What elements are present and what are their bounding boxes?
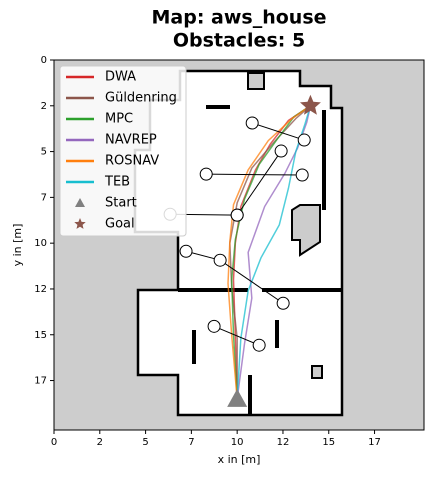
obstacle [179,244,193,258]
legend-label: Start [105,196,137,211]
obstacle-path [206,173,303,176]
trajectory [229,105,311,399]
x-tick-label: 2 [97,437,103,448]
x-tick-label: 5 [142,437,148,448]
x-tick-label: 12 [277,437,290,448]
obstacle [199,167,213,181]
wall [192,330,196,364]
y-tick-label: 5 [41,147,47,158]
wall [248,375,252,415]
y-tick-label: 0 [41,55,47,66]
legend-label: TEB [104,175,130,190]
y-tick-label: 7 [41,192,47,203]
trajectory [227,105,311,399]
x-tick-label: 7 [188,437,194,448]
y-tick-label: 17 [34,376,47,387]
wall [275,320,279,348]
x-tick-label: 17 [368,437,381,448]
obstacle [252,338,266,352]
x-tick-label: 0 [51,437,57,448]
map [133,69,344,417]
legend-label: DWA [105,70,136,85]
trajectory [230,105,311,399]
legend-label: Güldenring [105,91,177,106]
y-tick-label: 15 [34,330,47,341]
furniture [311,365,323,379]
legend-label: Goal [105,217,135,232]
start-marker [227,388,248,407]
obstacle [297,133,311,147]
obstacle [207,319,221,333]
obstacle [213,253,227,267]
chart-title: Map: aws_house [151,7,326,29]
wall [206,105,230,109]
wall [322,110,326,210]
obstacle [276,296,290,310]
x-tick-label: 15 [322,437,335,448]
y-tick-label: 12 [34,284,47,295]
obstacle-path [252,122,305,141]
legend-box [59,65,187,237]
obstacle [230,208,244,222]
legend-swatch [74,218,86,229]
chart-title: Obstacles: 5 [173,30,305,52]
legend-label: NAVREP [105,133,157,148]
y-axis-label: y in [m] [11,224,24,267]
trajectory [236,105,312,399]
x-axis-label: x in [m] [218,453,261,466]
y-tick-label: 2 [41,101,47,112]
y-tick-label: 10 [34,238,47,249]
trajectory [236,105,312,399]
obstacle [295,168,309,182]
obstacle [245,116,259,130]
legend-label: MPC [105,112,133,127]
x-tick-label: 10 [231,437,244,448]
wall [247,72,265,90]
legend-label: ROSNAV [105,154,159,169]
obstacle-path [236,150,282,216]
furniture [291,204,321,257]
goal-marker [299,94,321,115]
wall [178,288,248,292]
wall [262,288,342,292]
legend-swatch [75,198,85,207]
obstacle [274,144,288,158]
obstacle-path [213,325,260,346]
